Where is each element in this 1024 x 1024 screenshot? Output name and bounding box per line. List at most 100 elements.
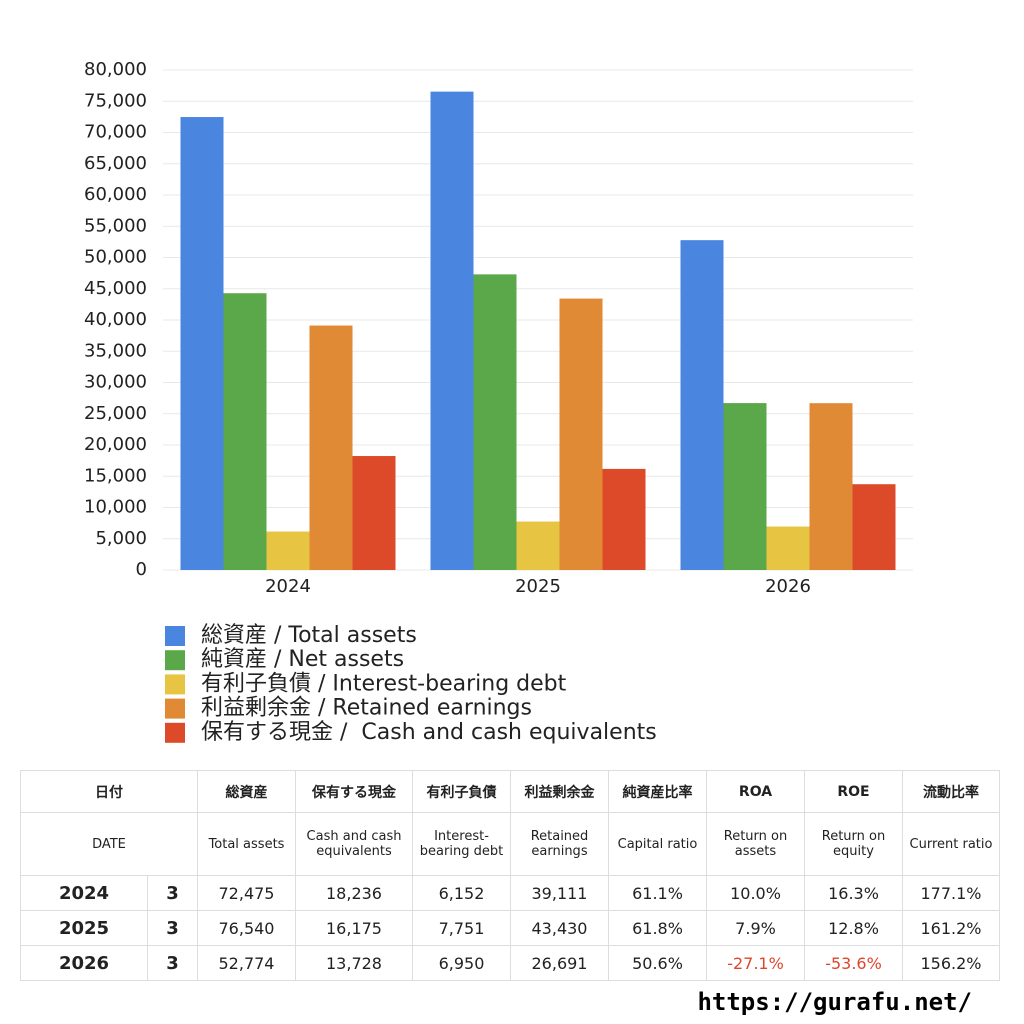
y-tick-label: 55,000 xyxy=(84,215,147,236)
table-cell: 7.9% xyxy=(706,910,805,946)
table-cell: 16.3% xyxy=(804,875,903,911)
table-cell: 6,152 xyxy=(412,875,511,911)
bar xyxy=(352,456,396,570)
table-cell: 3 xyxy=(147,945,198,981)
table-cell: -27.1% xyxy=(706,945,805,981)
y-tick-label: 0 xyxy=(136,559,147,580)
y-tick-label: 25,000 xyxy=(84,403,147,424)
y-tick-label: 75,000 xyxy=(84,90,147,111)
y-tick-label: 10,000 xyxy=(84,497,147,518)
header-cell: DATE xyxy=(20,812,198,876)
y-tick-label: 5,000 xyxy=(95,528,147,549)
bar xyxy=(266,531,310,570)
bar xyxy=(680,240,724,570)
bar xyxy=(559,298,603,570)
bar xyxy=(809,403,853,570)
header-cell: Current ratio xyxy=(902,812,1000,876)
table-cell: 39,111 xyxy=(510,875,609,911)
header-cell: Capital ratio xyxy=(608,812,707,876)
header-cell: ROA xyxy=(706,770,805,813)
table-cell: 177.1% xyxy=(902,875,1000,911)
bar xyxy=(723,403,767,570)
table-cell: 18,236 xyxy=(295,875,413,911)
bar xyxy=(473,274,517,570)
table-cell: 16,175 xyxy=(295,910,413,946)
legend-label: 総資産 / Total assets xyxy=(201,623,417,648)
header-cell: Retained earnings xyxy=(510,812,609,876)
table-row: DATE Total assets Cash and cash equivalent… xyxy=(20,812,1000,876)
table-row: 2026 3 52,774 13,728 6,950 26,691 50.6% -27.1% -… xyxy=(20,945,1000,981)
legend-swatch xyxy=(165,698,185,719)
header-cell: Return on equity xyxy=(804,812,903,876)
table-cell: 26,691 xyxy=(510,945,609,981)
x-tick-label: 2025 xyxy=(515,576,561,597)
legend-swatch xyxy=(165,650,185,671)
y-tick-label: 35,000 xyxy=(84,340,147,361)
bar xyxy=(516,521,560,570)
table-cell: 10.0% xyxy=(706,875,805,911)
table-cell: 76,540 xyxy=(197,910,296,946)
table-cell: 72,475 xyxy=(197,875,296,911)
bar xyxy=(430,91,474,570)
y-tick-label: 80,000 xyxy=(84,59,147,80)
table-row: 2025 3 76,540 16,175 7,751 43,430 61.8% 7.9% 12.… xyxy=(20,910,1000,946)
legend-swatch xyxy=(165,674,185,695)
header-cell: Interest-bearing debt xyxy=(412,812,511,876)
bar xyxy=(602,468,646,570)
table-cell: 13,728 xyxy=(295,945,413,981)
legend-label: 利益剰余金 / Retained earnings xyxy=(201,696,532,721)
y-tick-label: 70,000 xyxy=(84,122,147,143)
header-cell: ROE xyxy=(804,770,903,813)
legend-label: 純資産 / Net assets xyxy=(201,647,404,672)
chart: 0 5,000 10,000 15,000 20,000 25,000 30,000 35,0… xyxy=(84,59,913,745)
legend-label: 有利子負債 / Interest-bearing debt xyxy=(201,671,567,696)
legend-swatch xyxy=(165,722,185,743)
table-cell: -53.6% xyxy=(804,945,903,981)
x-tick-label: 2024 xyxy=(265,576,311,597)
table-cell: 3 xyxy=(147,910,198,946)
table-cell: 156.2% xyxy=(902,945,1000,981)
table-cell: 61.8% xyxy=(608,910,707,946)
table-cell: 161.2% xyxy=(902,910,1000,946)
header-cell: Return on assets xyxy=(706,812,805,876)
table-cell: 12.8% xyxy=(804,910,903,946)
y-tick-label: 30,000 xyxy=(84,372,147,393)
table-row: 2024 3 72,475 18,236 6,152 39,111 61.1% 10.0% 16… xyxy=(20,875,1000,911)
table-cell: 2025 xyxy=(20,910,148,946)
table-cell: 50.6% xyxy=(608,945,707,981)
y-tick-label: 50,000 xyxy=(84,247,147,268)
table-cell: 3 xyxy=(147,875,198,911)
legend-swatch xyxy=(165,626,185,646)
bar xyxy=(223,293,267,570)
table-cell: 61.1% xyxy=(608,875,707,911)
bar xyxy=(852,484,896,570)
y-tick-label: 60,000 xyxy=(84,184,147,205)
header-cell: 日付 xyxy=(20,770,198,813)
y-tick-label: 15,000 xyxy=(84,465,147,486)
data-table: 日付 総資産 保有する現金 有利子負債 利益剰余金 純資産比率 ROA ROE 流動比率 DATE… xyxy=(20,770,1000,981)
header-cell: 保有する現金 xyxy=(295,770,413,813)
y-tick-label: 45,000 xyxy=(84,278,147,299)
y-tick-label: 65,000 xyxy=(84,153,147,174)
table-cell: 2026 xyxy=(20,945,148,981)
table-cell: 43,430 xyxy=(510,910,609,946)
table-row: 日付 総資産 保有する現金 有利子負債 利益剰余金 純資産比率 ROA ROE 流動比率 xyxy=(20,770,1000,813)
table-cell: 6,950 xyxy=(412,945,511,981)
table-cell: 2024 xyxy=(20,875,148,911)
y-tick-label: 20,000 xyxy=(84,434,147,455)
bar xyxy=(309,325,353,570)
header-cell: Cash and cash equivalents xyxy=(295,812,413,876)
header-cell: 流動比率 xyxy=(902,770,1000,813)
header-cell: 有利子負債 xyxy=(412,770,511,813)
footer-url: https://gurafu.net/ xyxy=(697,988,972,1016)
header-cell: 総資産 xyxy=(197,770,296,813)
y-tick-label: 40,000 xyxy=(84,309,147,330)
header-cell: 利益剰余金 xyxy=(510,770,609,813)
legend-label: 保有する現金 / Cash and cash equivalents xyxy=(201,720,657,745)
table-cell: 7,751 xyxy=(412,910,511,946)
bar xyxy=(180,117,224,570)
header-cell: 純資産比率 xyxy=(608,770,707,813)
table-cell: 52,774 xyxy=(197,945,296,981)
x-tick-label: 2026 xyxy=(765,576,811,597)
